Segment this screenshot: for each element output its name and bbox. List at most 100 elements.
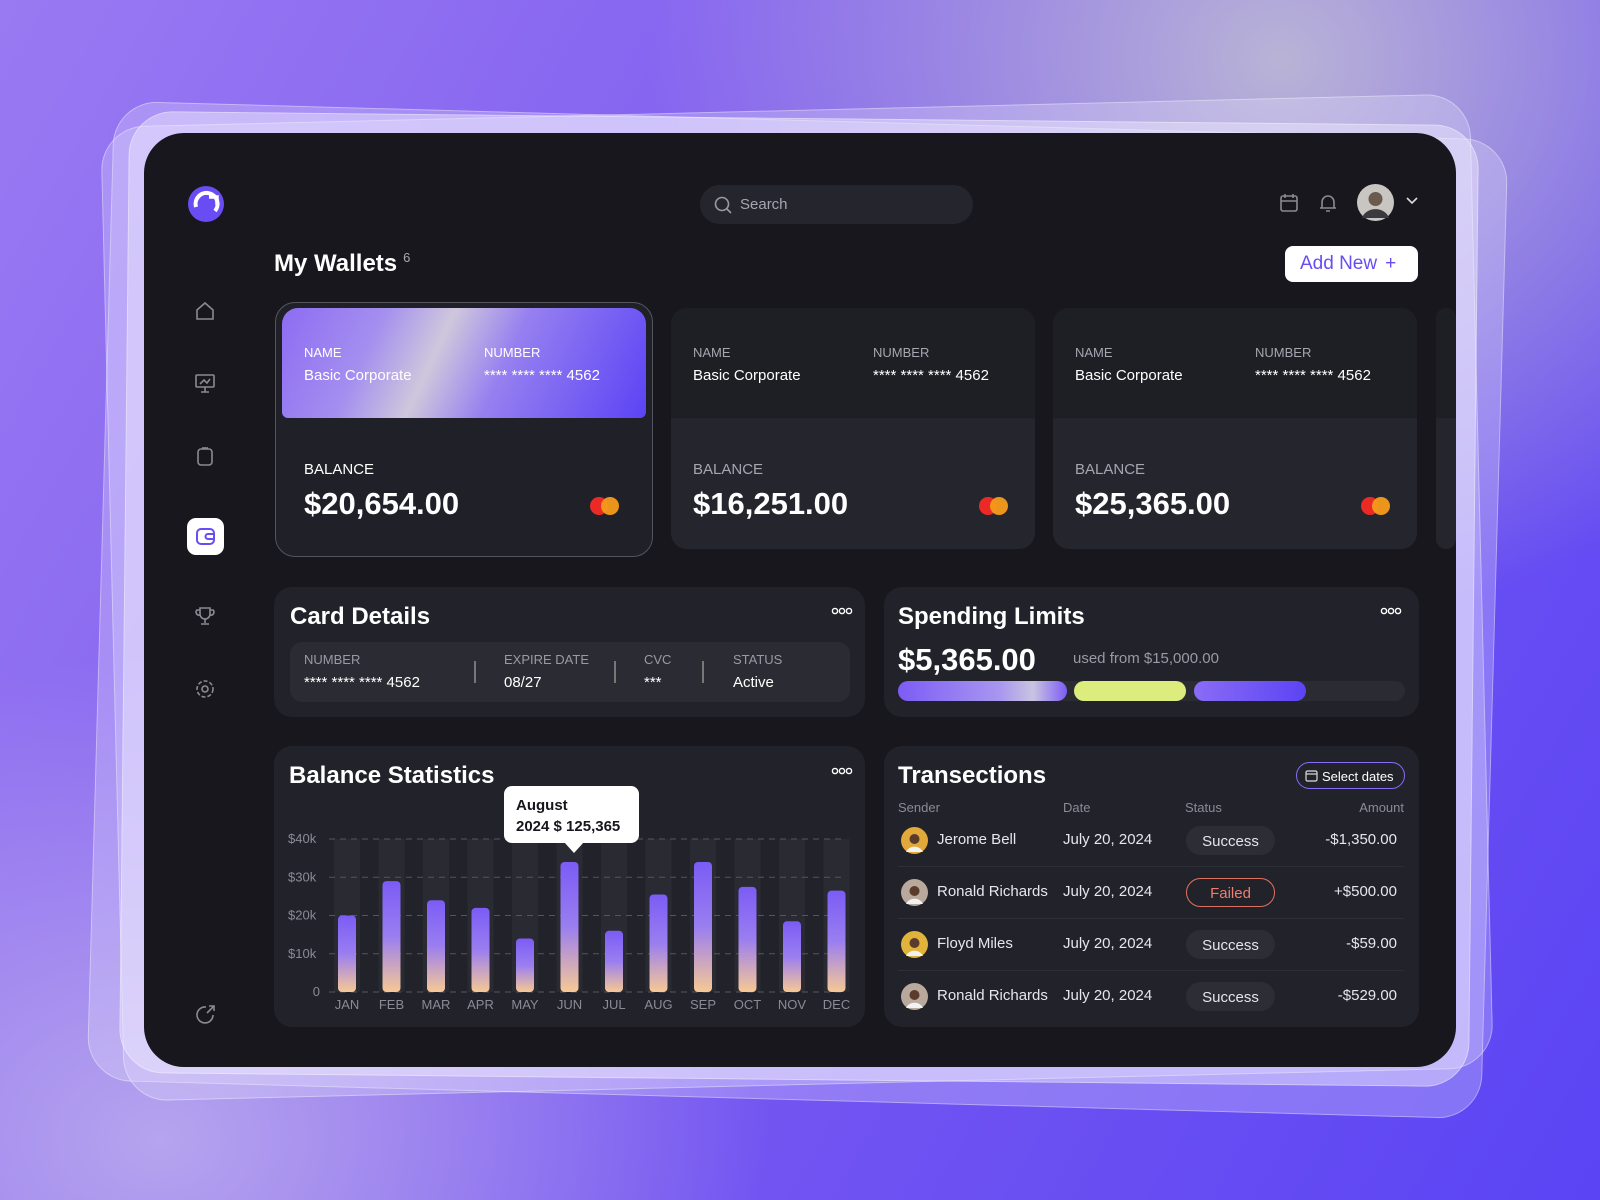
number-label: NUMBER bbox=[484, 345, 541, 360]
y-tick-label: $20k bbox=[288, 908, 317, 923]
detail-label: STATUS bbox=[733, 652, 783, 667]
dropdown-chevron[interactable] bbox=[1405, 196, 1419, 206]
search-placeholder: Search bbox=[740, 196, 788, 213]
select-dates-button[interactable]: Select dates bbox=[1296, 762, 1405, 789]
wallets-title-text: My Wallets bbox=[274, 250, 398, 277]
detail-value: 08/27 bbox=[504, 674, 542, 691]
trophy-icon[interactable] bbox=[193, 604, 217, 628]
name-label: NAME bbox=[304, 345, 342, 360]
card-details-row bbox=[290, 642, 850, 702]
detail-value: **** **** **** 4562 bbox=[304, 674, 420, 691]
balance-label: BALANCE bbox=[304, 461, 375, 478]
name-label: NAME bbox=[693, 345, 731, 360]
limit-segment bbox=[898, 681, 1067, 701]
detail-value: Active bbox=[733, 674, 774, 691]
bar bbox=[382, 881, 401, 992]
bar bbox=[471, 907, 490, 992]
transaction-amount: -$529.00 bbox=[1337, 987, 1397, 1004]
transactions-panel bbox=[884, 746, 1419, 1027]
card-name: Basic Corporate bbox=[304, 367, 412, 384]
wallet-card[interactable]: NAME Basic Corporate NUMBER **** **** **** … bbox=[671, 308, 1035, 549]
card-details-title: Card Details bbox=[290, 603, 431, 630]
menu-dot bbox=[1380, 607, 1388, 615]
menu-dot bbox=[831, 607, 839, 615]
avatar-body bbox=[906, 846, 923, 852]
x-tick-label: SEP bbox=[690, 997, 716, 1012]
balance-amount: $20,654.00 bbox=[304, 486, 460, 521]
settings-icon[interactable] bbox=[193, 677, 217, 701]
select-dates-label: Select dates bbox=[1322, 769, 1394, 784]
wallet-icon-active[interactable] bbox=[187, 518, 224, 555]
card-number: **** **** **** 4562 bbox=[484, 367, 600, 384]
transaction-date: July 20, 2024 bbox=[1063, 987, 1153, 1004]
bar bbox=[694, 861, 712, 992]
home-icon[interactable] bbox=[193, 299, 217, 323]
card-number: **** **** **** 4562 bbox=[873, 367, 989, 384]
card-number: **** **** **** 4562 bbox=[1255, 367, 1371, 384]
user-avatar[interactable] bbox=[1357, 184, 1394, 221]
column-header: Date bbox=[1063, 800, 1091, 815]
mastercard-logo bbox=[1361, 497, 1390, 515]
card-name: Basic Corporate bbox=[693, 367, 801, 384]
add-new-label: Add New bbox=[1300, 253, 1378, 274]
wallet-card[interactable]: NAME Basic Corporate NUMBER **** **** **** … bbox=[282, 308, 646, 549]
transactions-title: Transections bbox=[898, 762, 1047, 789]
bar bbox=[427, 900, 445, 992]
menu-dot bbox=[838, 607, 846, 615]
menu-dot bbox=[831, 767, 839, 775]
x-tick-label: JUN bbox=[557, 997, 582, 1012]
separator bbox=[702, 661, 704, 683]
more-menu[interactable] bbox=[1380, 607, 1402, 615]
x-tick-label: AUG bbox=[644, 997, 672, 1012]
x-tick-label: NOV bbox=[778, 997, 807, 1012]
name-label: NAME bbox=[1075, 345, 1113, 360]
bar bbox=[738, 886, 757, 992]
limit-segment bbox=[1074, 681, 1186, 701]
tooltip-text: 2024 $ 125,365 bbox=[516, 818, 621, 835]
avatar-face bbox=[909, 886, 920, 896]
x-tick-label: MAY bbox=[511, 997, 539, 1012]
wallet-card[interactable]: NAME Basic Corporate NUMBER **** **** **** … bbox=[1053, 308, 1417, 549]
sender-avatar bbox=[901, 827, 928, 854]
avatar-body bbox=[906, 1002, 923, 1008]
wallets-title: My Wallets 6 bbox=[274, 250, 410, 278]
logout-icon[interactable] bbox=[193, 1003, 217, 1027]
x-tick-label: JAN bbox=[335, 997, 360, 1012]
presentation-icon[interactable] bbox=[193, 371, 217, 395]
transaction-date: July 20, 2024 bbox=[1063, 831, 1153, 848]
balance-chart: 0 $10k $20k $30k $40k JAN FEB MAR APR MAY JUN JUL AU… bbox=[288, 831, 850, 1012]
add-new-button[interactable]: Add New + bbox=[1285, 246, 1418, 282]
tooltip-title: August bbox=[516, 797, 568, 814]
avatar-face bbox=[909, 834, 920, 844]
wallets-count: 6 bbox=[403, 250, 411, 265]
bar bbox=[827, 890, 846, 992]
bar bbox=[560, 861, 579, 992]
balance-label: BALANCE bbox=[1075, 461, 1146, 478]
column-header: Sender bbox=[898, 800, 940, 815]
bar bbox=[649, 894, 668, 992]
status-pill: Success bbox=[1186, 826, 1275, 855]
more-menu[interactable] bbox=[831, 767, 853, 775]
sender-avatar bbox=[901, 983, 928, 1010]
calendar-icon[interactable] bbox=[1277, 191, 1301, 215]
x-tick-label: FEB bbox=[379, 997, 404, 1012]
balance-amount: $25,365.00 bbox=[1075, 486, 1231, 521]
separator bbox=[614, 661, 616, 683]
bell-icon[interactable] bbox=[1316, 191, 1340, 215]
bar bbox=[605, 930, 623, 992]
menu-dot bbox=[1394, 607, 1402, 615]
mc-orange bbox=[1372, 497, 1390, 515]
search-box[interactable]: Search bbox=[700, 185, 973, 224]
y-tick-label: $40k bbox=[288, 831, 317, 846]
balance-amount: $16,251.00 bbox=[693, 486, 849, 521]
tooltip-pointer bbox=[564, 842, 584, 853]
separator bbox=[474, 661, 476, 683]
y-tick-label: 0 bbox=[313, 984, 320, 999]
spending-limits-title: Spending Limits bbox=[898, 603, 1085, 630]
sender-name: Floyd Miles bbox=[937, 935, 1013, 952]
more-menu[interactable] bbox=[831, 607, 853, 615]
mastercard-logo bbox=[590, 497, 619, 515]
clipboard-icon[interactable] bbox=[193, 444, 217, 468]
bar bbox=[338, 915, 356, 992]
